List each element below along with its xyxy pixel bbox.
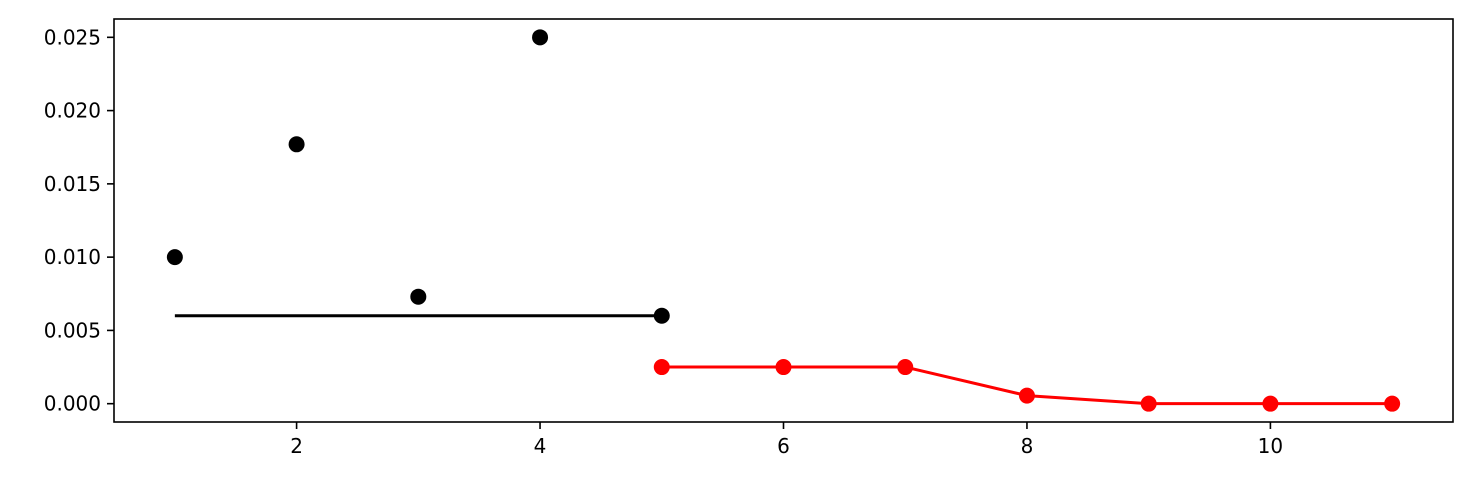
y-tick-label-0: 0.000: [44, 392, 101, 416]
series-2: [653, 359, 1401, 412]
plot-background: [114, 19, 1453, 422]
series-2-point-5: [1262, 395, 1279, 412]
x-tick-label-3: 8: [1021, 434, 1034, 458]
series-2-point-3: [1018, 387, 1035, 404]
y-tick-label-5: 0.025: [44, 25, 101, 49]
series-layer: [166, 29, 1401, 412]
x-tick-label-0: 2: [290, 434, 303, 458]
x-tick-label-1: 4: [534, 434, 547, 458]
x-axis: 2 4 6 8 10: [290, 422, 1283, 458]
series-2-point-0: [653, 359, 670, 376]
series-2-point-4: [1140, 395, 1157, 412]
y-tick-label-3: 0.015: [44, 172, 101, 196]
series-0-point-3: [532, 29, 549, 46]
y-axis: 0.000 0.005 0.010 0.015 0.020 0.025: [44, 25, 114, 416]
x-tick-label-2: 6: [777, 434, 790, 458]
series-0-point-2: [410, 288, 427, 305]
y-tick-label-4: 0.020: [44, 99, 101, 123]
series-2-point-1: [775, 359, 792, 376]
y-tick-label-2: 0.010: [44, 245, 101, 269]
series-0-point-1: [288, 136, 305, 153]
x-tick-label-4: 10: [1258, 434, 1283, 458]
series-2-point-2: [897, 359, 914, 376]
series-2-point-6: [1384, 395, 1401, 412]
series-0-point-0: [166, 249, 183, 266]
y-tick-label-1: 0.005: [44, 318, 101, 342]
